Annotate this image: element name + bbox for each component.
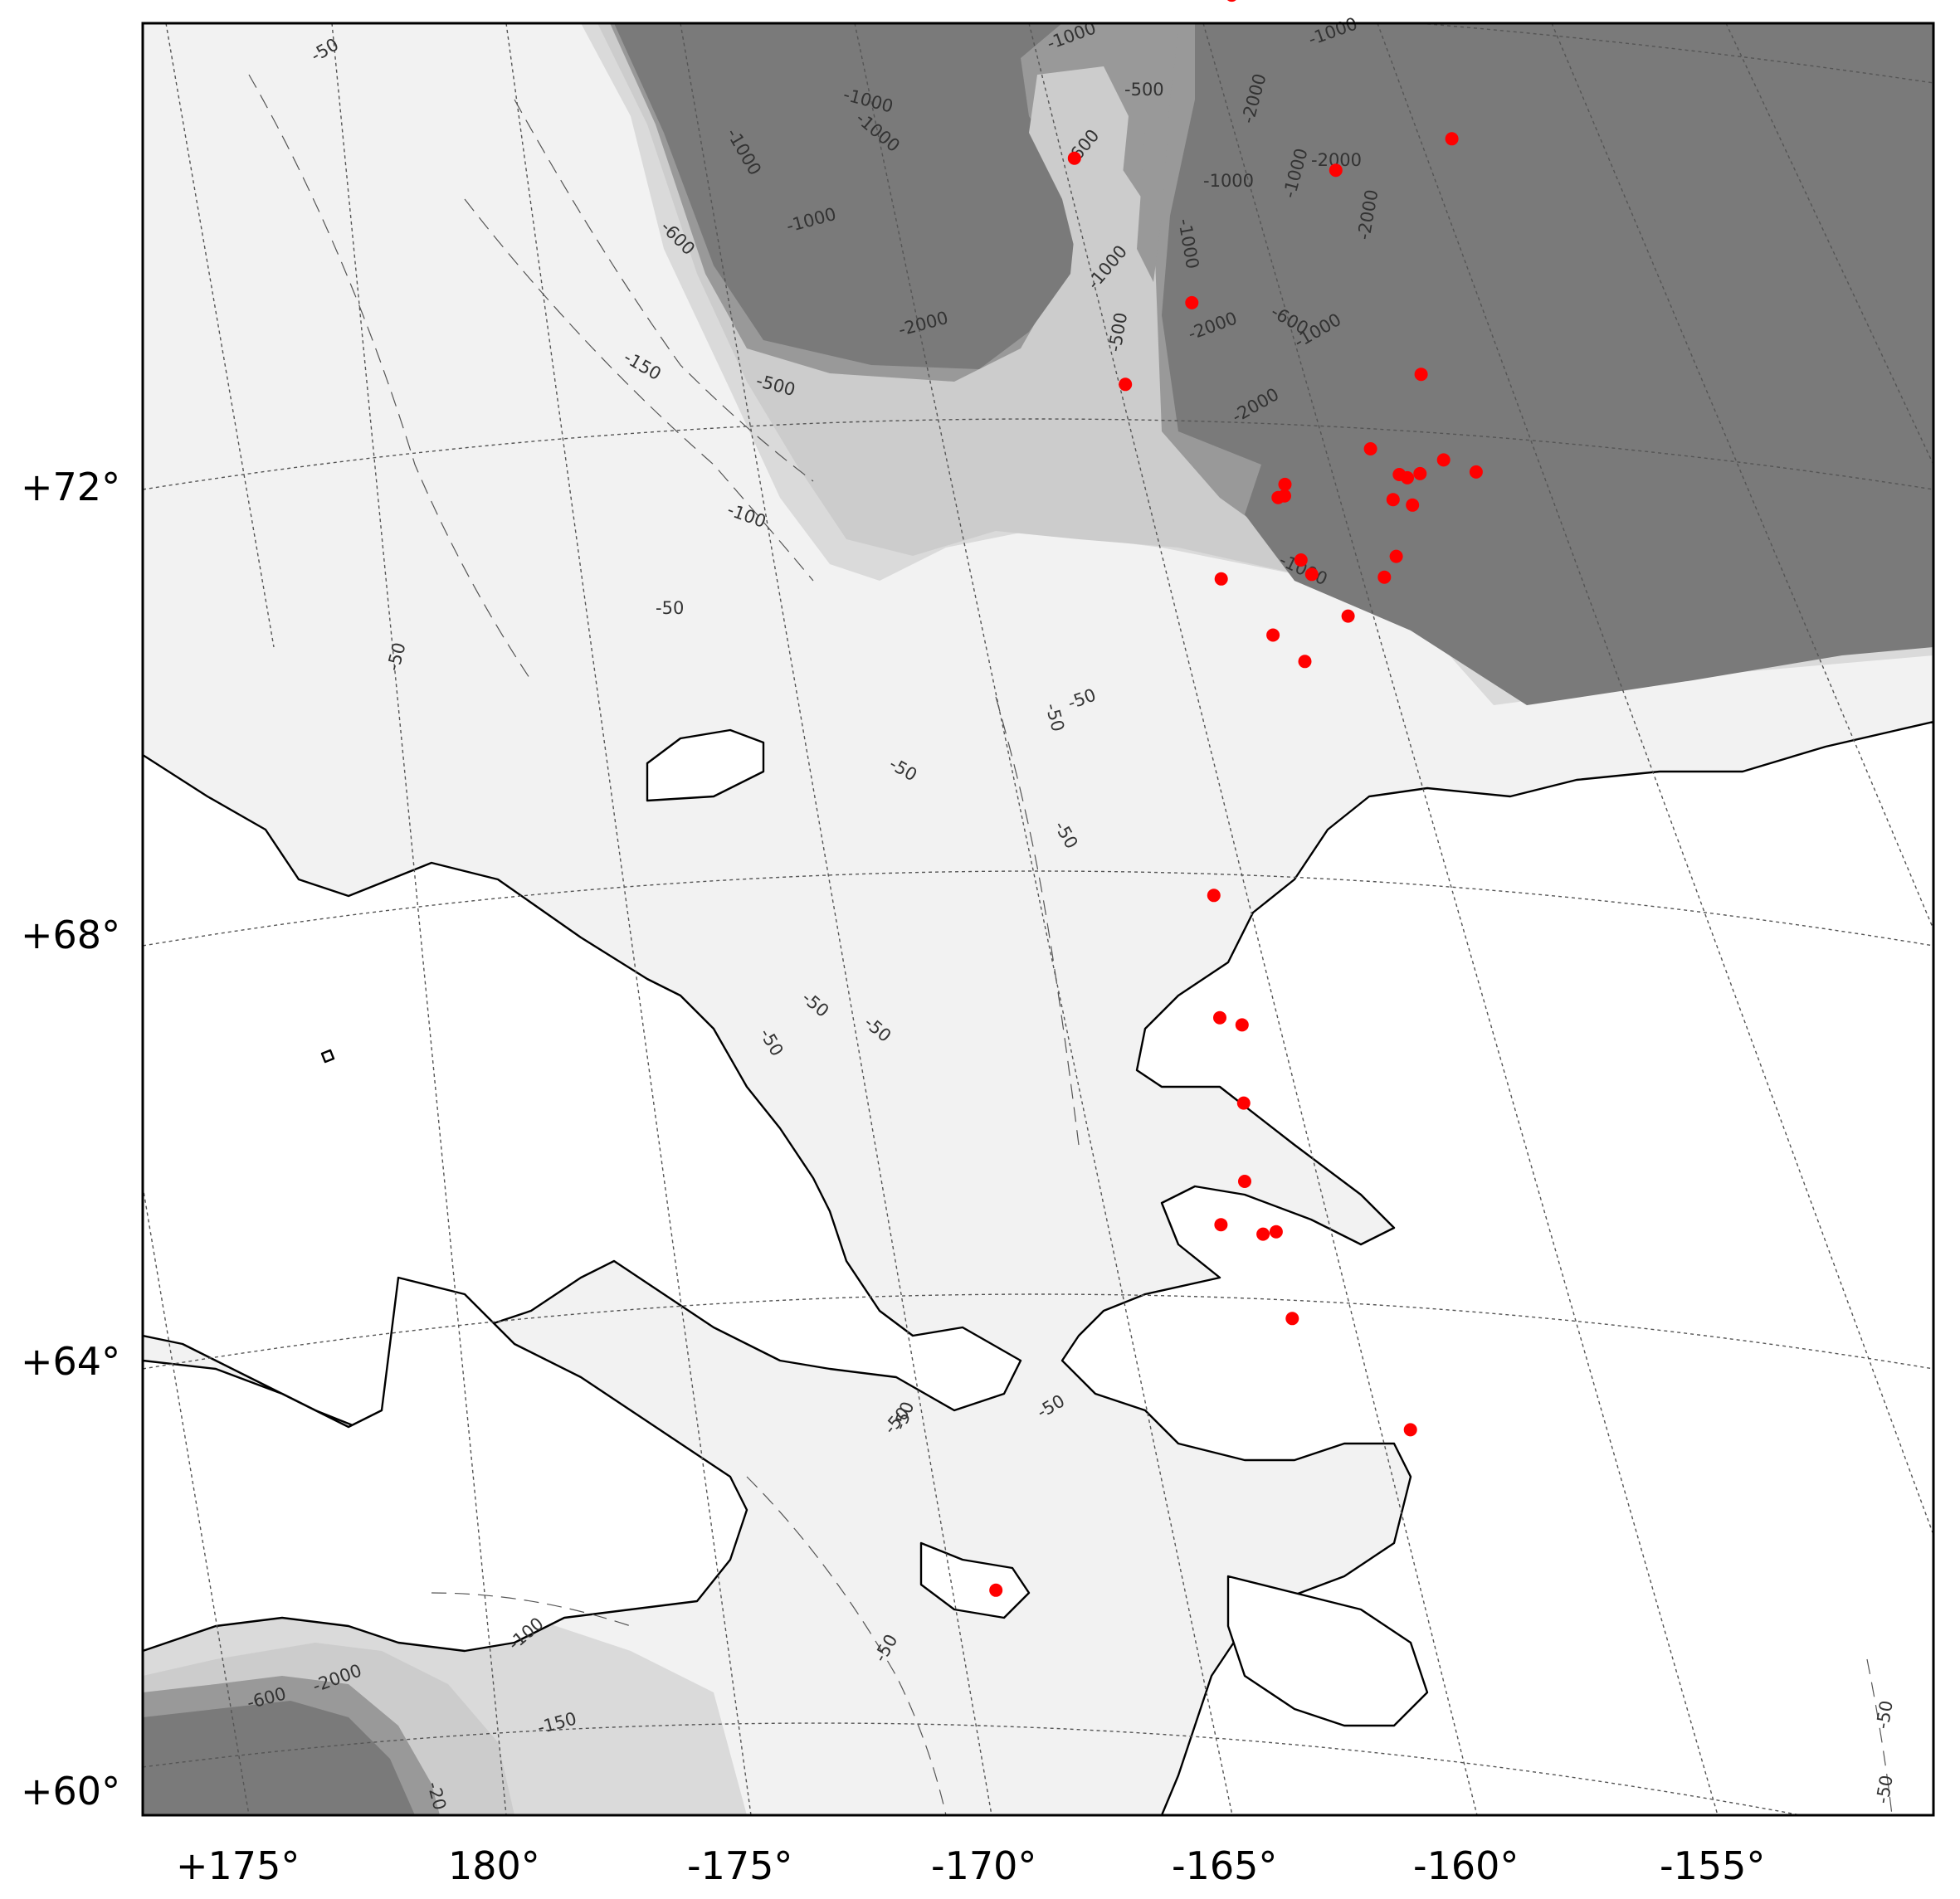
station-marker [1413,466,1427,480]
lon-tick-label: -170° [931,1843,1036,1888]
station-markers [989,0,1483,1597]
contour-50-shelf [995,696,1080,1146]
lat-axis: +60° +64° +68° +72° [21,465,120,1814]
lon-tick-label: +175° [176,1843,300,1888]
meridian-180 [331,23,507,1815]
station-marker [1304,567,1319,582]
contour-50-west [248,74,532,681]
wrangel-island [646,728,765,802]
station-marker [1235,1018,1249,1032]
meridian-155w [1202,23,1719,1815]
parallel-60 [143,1722,1804,1815]
meridian-175w [505,23,752,1815]
contour-label: -50 [656,598,684,618]
station-marker [1278,489,1291,503]
kolyuchin-region [143,1276,748,1653]
station-marker [1067,151,1081,165]
station-marker [1389,549,1403,563]
norton-sound-land [1226,1575,1429,1727]
meridian-170e [165,23,275,648]
station-marker [1266,628,1280,642]
station-marker [1329,163,1343,178]
station-marker [1213,1010,1226,1025]
contour-50-south [746,1476,947,1815]
alaska-landmass [1060,720,1933,1815]
depth-band-mid-shoal [1029,66,1129,265]
parallel-68 [143,870,1933,947]
depth-band-east-shoal [1137,33,1178,282]
contour-label: -50 [1872,1774,1897,1805]
lon-tick-label: -160° [1413,1843,1519,1888]
contour-150 [514,99,814,482]
station-marker [1238,1175,1251,1188]
station-marker [1401,470,1414,484]
depth-band-deep [614,23,1079,369]
map-canvas [143,23,1933,1815]
depth-band-deep-east [1162,23,1933,705]
contour-50-east [1866,1658,1893,1815]
lon-tick-label: -155° [1660,1843,1765,1888]
station-marker [1236,1096,1251,1110]
station-marker [1436,453,1450,467]
parallel-64 [143,1293,1933,1370]
contour-100-sw [431,1592,631,1627]
station-marker [1269,1225,1283,1239]
meridian-140w [1725,23,1933,465]
map-frame [141,22,1935,1817]
station-marker [1185,295,1199,309]
contour-label: -500 [1124,80,1164,100]
meridian-150w [1377,23,1933,1536]
station-marker [1214,572,1228,586]
lon-tick-label: -165° [1172,1843,1277,1888]
station-marker [1414,368,1428,382]
lat-tick-label: +72° [21,465,120,509]
contour-100 [464,198,814,582]
station-marker [1285,1312,1299,1326]
station-marker [1278,477,1292,491]
station-marker [1119,377,1133,392]
station-marker [989,1583,1003,1597]
station-marker [1226,0,1236,2]
herald-island [320,1049,335,1064]
station-marker [1256,1227,1270,1241]
contour-label: -50 [1872,1699,1897,1731]
station-marker [1377,570,1392,584]
station-marker [1294,553,1308,567]
lon-axis: +175° 180° -175° -170° -165° -160° -155° [176,1843,1765,1888]
contour-label: -1000 [1203,171,1254,191]
station-marker [1406,498,1420,512]
meridian-145w [1551,23,1933,930]
station-marker [1298,655,1312,669]
lat-tick-label: +68° [21,913,120,957]
meridian-175e [143,1186,250,1815]
meridian-160w [1028,23,1478,1815]
station-marker [1386,493,1400,507]
station-marker [1341,609,1355,623]
station-marker [1403,1423,1417,1437]
station-marker [1363,442,1377,455]
station-marker [1207,889,1221,903]
station-marker [1445,132,1459,146]
lat-tick-label: +60° [21,1769,120,1814]
meridian-170w [680,23,992,1815]
lat-tick-label: +64° [21,1339,120,1384]
lon-tick-label: -175° [687,1843,792,1888]
depth-band-sw-deep [143,1701,415,1815]
lon-tick-label: 180° [448,1843,540,1888]
parallel-72 [143,418,1933,490]
station-marker [1469,465,1483,479]
station-marker [1214,1218,1228,1232]
